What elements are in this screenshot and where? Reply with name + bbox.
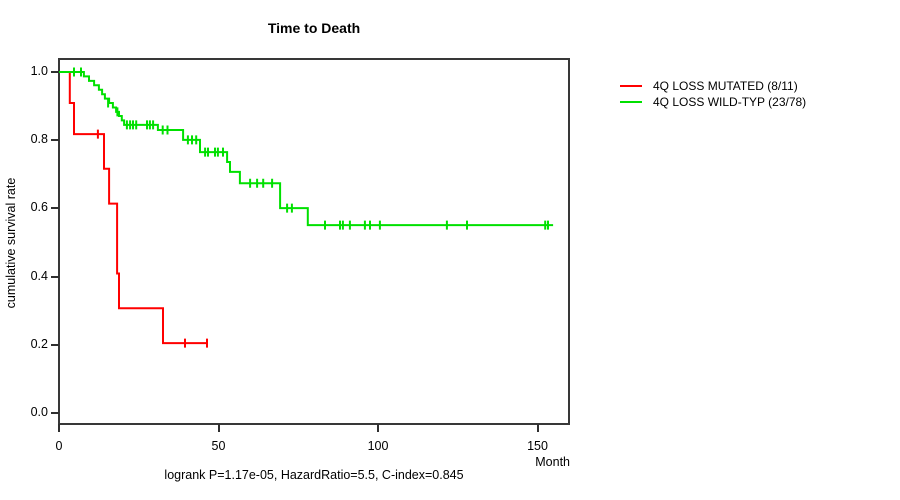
legend: 4Q LOSS MUTATED (8/11) 4Q LOSS WILD-TYP … [620, 78, 806, 110]
y-tick-mark [51, 139, 59, 142]
x-tick-label: 50 [211, 439, 226, 453]
legend-row-mutated: 4Q LOSS MUTATED (8/11) [620, 78, 806, 94]
y-tick-label: 0.0 [30, 405, 48, 419]
y-tick-mark [51, 207, 59, 210]
km-curve-mutated [59, 71, 208, 345]
x-axis-title: Month [535, 455, 570, 469]
y-tick-mark [51, 275, 59, 278]
y-axis-title: cumulative survival rate [4, 177, 18, 309]
stats-annotation: logrank P=1.17e-05, HazardRatio=5.5, C-i… [164, 468, 464, 482]
y-tick-mark [51, 412, 59, 414]
y-tick-label: 0.2 [30, 336, 48, 351]
km-curve-wildtype [59, 71, 554, 227]
legend-label-mutated: 4Q LOSS MUTATED (8/11) [653, 79, 798, 93]
y-tick-mark [51, 343, 59, 346]
y-tick-mark [51, 71, 59, 73]
censor-marks-wildtype [73, 67, 549, 230]
legend-line-wildtype [620, 101, 642, 103]
y-tick-label: 0.6 [30, 200, 48, 215]
x-tick-label: 150 [527, 439, 548, 453]
censor-marks-mutated [96, 129, 208, 348]
y-tick-label: 1.0 [30, 64, 48, 78]
chart-title: Time to Death [267, 20, 361, 36]
legend-label-wildtype: 4Q LOSS WILD-TYP (23/78) [653, 95, 807, 109]
legend-row-wildtype: 4Q LOSS WILD-TYP (23/78) [620, 94, 806, 110]
y-tick-label: 0.8 [30, 132, 48, 147]
legend-line-mutated [620, 85, 642, 87]
x-tick-mark [536, 424, 539, 432]
x-tick-mark [217, 424, 220, 432]
x-tick-mark [58, 424, 60, 432]
x-tick-label: 100 [367, 439, 389, 453]
plot-area-border [58, 58, 570, 425]
y-tick-label: 0.4 [30, 268, 48, 283]
x-tick-mark [377, 424, 379, 432]
x-tick-label: 0 [55, 439, 63, 453]
